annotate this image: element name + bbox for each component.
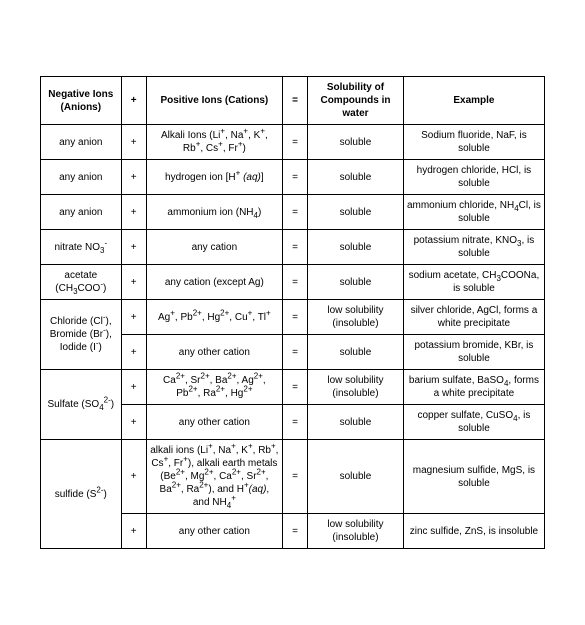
page-container: Negative Ions (Anions) + Positive Ions (… — [0, 46, 585, 579]
plus-cell: + — [121, 300, 146, 335]
table-row: Sulfate (SO42-)+Ca2+, Sr2+, Ba2+, Ag2+, … — [41, 370, 545, 405]
cation-cell: any other cation — [146, 405, 282, 440]
anion-cell: sulfide (S2-) — [41, 440, 122, 549]
solubility-cell: soluble — [308, 335, 404, 370]
eq-cell: = — [282, 160, 307, 195]
plus-cell: + — [121, 440, 146, 514]
solubility-cell: low solubility (insoluble) — [308, 370, 404, 405]
example-cell: sodium acetate, CH3COONa, is soluble — [403, 265, 544, 300]
table-header: Negative Ions (Anions) + Positive Ions (… — [41, 77, 545, 125]
eq-cell: = — [282, 230, 307, 265]
solubility-cell: soluble — [308, 440, 404, 514]
anion-cell: any anion — [41, 125, 122, 160]
solubility-cell: soluble — [308, 405, 404, 440]
table-row: acetate (CH3COO-)+any cation (except Ag)… — [41, 265, 545, 300]
solubility-cell: low solubility (insoluble) — [308, 514, 404, 549]
cation-cell: any other cation — [146, 514, 282, 549]
example-cell: barium sulfate, BaSO4, forms a white pre… — [403, 370, 544, 405]
anion-cell: Sulfate (SO42-) — [41, 370, 122, 440]
col-header-example: Example — [403, 77, 544, 125]
eq-cell: = — [282, 440, 307, 514]
solubility-cell: low solubility (insoluble) — [308, 300, 404, 335]
example-cell: silver chloride, AgCl, forms a white pre… — [403, 300, 544, 335]
col-header-plus: + — [121, 77, 146, 125]
solubility-cell: soluble — [308, 265, 404, 300]
col-header-anions: Negative Ions (Anions) — [41, 77, 122, 125]
solubility-table: Negative Ions (Anions) + Positive Ions (… — [40, 76, 545, 549]
cation-cell: any other cation — [146, 335, 282, 370]
anion-cell: nitrate NO3- — [41, 230, 122, 265]
cation-cell: ammonium ion (NH4) — [146, 195, 282, 230]
anion-cell: any anion — [41, 195, 122, 230]
plus-cell: + — [121, 335, 146, 370]
anion-cell: acetate (CH3COO-) — [41, 265, 122, 300]
example-cell: potassium nitrate, KNO3, is soluble — [403, 230, 544, 265]
cation-cell: Alkali Ions (Li+, Na+, K+, Rb+, Cs+, Fr+… — [146, 125, 282, 160]
cation-cell: any cation — [146, 230, 282, 265]
cation-cell: any cation (except Ag) — [146, 265, 282, 300]
cation-cell: Ag+, Pb2+, Hg2+, Cu+, Tl+ — [146, 300, 282, 335]
eq-cell: = — [282, 265, 307, 300]
anion-cell: Chloride (Cl-), Bromide (Br-), Iodide (I… — [41, 300, 122, 370]
plus-cell: + — [121, 195, 146, 230]
table-row: any anion+Alkali Ions (Li+, Na+, K+, Rb+… — [41, 125, 545, 160]
example-cell: magnesium sulfide, MgS, is soluble — [403, 440, 544, 514]
eq-cell: = — [282, 405, 307, 440]
example-cell: ammonium chloride, NH4Cl, is soluble — [403, 195, 544, 230]
col-header-eq: = — [282, 77, 307, 125]
solubility-cell: soluble — [308, 230, 404, 265]
plus-cell: + — [121, 370, 146, 405]
cation-cell: hydrogen ion [H+ (aq)] — [146, 160, 282, 195]
example-cell: hydrogen chloride, HCl, is soluble — [403, 160, 544, 195]
example-cell: Sodium fluoride, NaF, is soluble — [403, 125, 544, 160]
eq-cell: = — [282, 514, 307, 549]
table-body: any anion+Alkali Ions (Li+, Na+, K+, Rb+… — [41, 125, 545, 549]
eq-cell: = — [282, 195, 307, 230]
eq-cell: = — [282, 335, 307, 370]
col-header-solubility: Solubility of Compounds in water — [308, 77, 404, 125]
plus-cell: + — [121, 265, 146, 300]
eq-cell: = — [282, 125, 307, 160]
col-header-cations: Positive Ions (Cations) — [146, 77, 282, 125]
plus-cell: + — [121, 125, 146, 160]
table-row: sulfide (S2-)+alkali ions (Li+, Na+, K+,… — [41, 440, 545, 514]
eq-cell: = — [282, 370, 307, 405]
plus-cell: + — [121, 230, 146, 265]
example-cell: zinc sulfide, ZnS, is insoluble — [403, 514, 544, 549]
plus-cell: + — [121, 405, 146, 440]
example-cell: copper sulfate, CuSO4, is soluble — [403, 405, 544, 440]
plus-cell: + — [121, 514, 146, 549]
example-cell: potassium bromide, KBr, is soluble — [403, 335, 544, 370]
anion-cell: any anion — [41, 160, 122, 195]
solubility-cell: soluble — [308, 160, 404, 195]
eq-cell: = — [282, 300, 307, 335]
table-row: any anion+ammonium ion (NH4)=solubleammo… — [41, 195, 545, 230]
table-row: Chloride (Cl-), Bromide (Br-), Iodide (I… — [41, 300, 545, 335]
table-row: any anion+hydrogen ion [H+ (aq)]=soluble… — [41, 160, 545, 195]
cation-cell: Ca2+, Sr2+, Ba2+, Ag2+, Pb2+, Ra2+, Hg2+ — [146, 370, 282, 405]
solubility-cell: soluble — [308, 125, 404, 160]
cation-cell: alkali ions (Li+, Na+, K+, Rb+, Cs+, Fr+… — [146, 440, 282, 514]
solubility-cell: soluble — [308, 195, 404, 230]
plus-cell: + — [121, 160, 146, 195]
table-row: nitrate NO3-+any cation=solublepotassium… — [41, 230, 545, 265]
